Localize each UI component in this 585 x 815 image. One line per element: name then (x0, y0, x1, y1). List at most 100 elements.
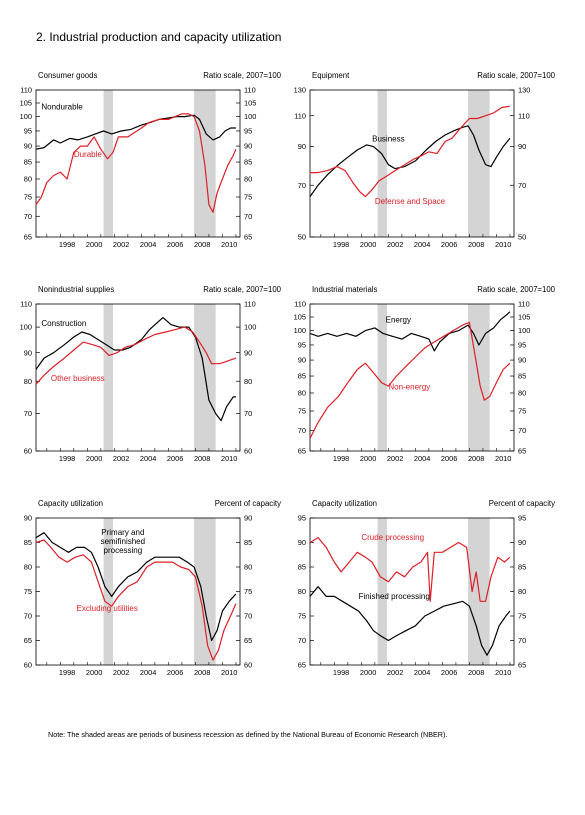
y-tick-label-left: 90 (298, 142, 306, 151)
x-tick-label: 2000 (360, 454, 376, 463)
series-label: Excluding utilities (77, 604, 138, 613)
y-tick-label-left: 85 (298, 372, 306, 381)
x-tick-label: 2002 (387, 454, 403, 463)
y-tick-label-left: 80 (298, 389, 306, 398)
y-tick-label-right: 90 (518, 356, 526, 365)
x-tick-label: 2000 (360, 668, 376, 677)
y-tick-label-right: 70 (518, 636, 526, 645)
series-label: Non-energy (388, 383, 430, 392)
y-tick-label-left: 80 (298, 587, 306, 596)
series-label: Business (372, 135, 404, 144)
y-tick-label-right: 130 (518, 86, 530, 95)
panel-scale-label: Percent of capacity (214, 499, 281, 508)
y-tick-label-left: 80 (24, 563, 32, 572)
y-tick-label-left: 100 (20, 112, 32, 121)
y-tick-label-right: 60 (244, 447, 252, 456)
series-line (309, 537, 511, 602)
y-tick-label-right: 95 (518, 341, 526, 350)
x-tick-label: 1998 (59, 668, 75, 677)
plot-frame (309, 89, 515, 238)
x-tick-label: 2008 (194, 240, 210, 249)
y-tick-label-left: 65 (298, 447, 306, 456)
x-tick-label: 2006 (167, 240, 183, 249)
y-tick-label-right: 70 (244, 409, 252, 418)
y-tick-label-right: 80 (244, 377, 252, 386)
chart-svg: 65 65 70 70 75 75 80 80 85 85 90 90 95 95 100 100 105 105… (294, 300, 531, 463)
series-label: Construction (41, 319, 86, 328)
x-tick-label: 2000 (86, 454, 102, 463)
x-tick-label: 2006 (167, 668, 183, 677)
y-tick-label-left: 65 (24, 233, 32, 242)
y-tick-label-right: 50 (518, 233, 526, 242)
y-tick-label-left: 65 (298, 661, 306, 670)
y-tick-label-left: 100 (294, 326, 306, 335)
x-tick-label: 2000 (86, 668, 102, 677)
x-tick-label: 2004 (414, 454, 430, 463)
plot-frame (35, 89, 241, 238)
y-tick-label-right: 80 (244, 175, 252, 184)
y-tick-label-right: 70 (518, 426, 526, 435)
page-title: 2. Industrial production and capacity ut… (36, 30, 282, 44)
x-tick-label: 2006 (441, 240, 457, 249)
y-tick-label-left: 80 (24, 377, 32, 386)
x-tick-label: 2002 (113, 240, 129, 249)
y-tick-label-left: 95 (298, 514, 306, 523)
plot-frame (309, 303, 515, 452)
x-tick-label: 2004 (414, 668, 430, 677)
recession-band (377, 304, 388, 451)
y-tick-label-left: 110 (294, 111, 306, 120)
recession-band (377, 518, 388, 665)
x-tick-label: 2002 (113, 668, 129, 677)
series-label-line: processing (104, 546, 143, 555)
y-tick-label-right: 75 (244, 587, 252, 596)
y-tick-label-right: 90 (244, 514, 252, 523)
x-tick-label: 2002 (387, 668, 403, 677)
series-line (35, 317, 236, 422)
panel-scale-label: Ratio scale, 2007=100 (477, 71, 555, 80)
panel-scale-label: Ratio scale, 2007=100 (477, 285, 555, 294)
y-tick-label-right: 65 (518, 447, 526, 456)
x-tick-label: 2002 (387, 240, 403, 249)
chart-svg: 50 50 70 70 90 90 110 110 130 130 1998 2000 2002 2004… (294, 86, 531, 249)
x-tick-label: 2008 (194, 668, 210, 677)
chart-panel-capacity-utilization-right: Capacity utilization Percent of capacity… (298, 499, 555, 684)
x-tick-label: 1998 (333, 668, 349, 677)
panel-scale-label: Ratio scale, 2007=100 (203, 285, 281, 294)
y-tick-label-right: 75 (518, 407, 526, 416)
y-tick-label-right: 80 (518, 587, 526, 596)
y-tick-label-right: 65 (518, 661, 526, 670)
y-tick-label-left: 90 (24, 514, 32, 523)
x-tick-label: 2004 (140, 240, 156, 249)
series-label: Primary and semifinished processing (101, 528, 145, 555)
chart-svg: 60 60 70 70 80 80 90 90 100 100 110 110 1998 2000 2002… (20, 300, 257, 463)
y-tick-label-right: 85 (244, 158, 252, 167)
y-tick-label-left: 75 (24, 587, 32, 596)
x-tick-label: 1998 (59, 454, 75, 463)
y-tick-label-left: 75 (24, 193, 32, 202)
series-label: Crude processing (361, 533, 424, 542)
series-line (310, 105, 510, 198)
series-label: Finished processing (359, 592, 430, 601)
y-tick-label-left: 85 (298, 563, 306, 572)
series-line (309, 321, 511, 439)
y-tick-label-right: 110 (518, 111, 530, 120)
y-tick-label-left: 105 (20, 99, 32, 108)
y-tick-label-right: 85 (518, 563, 526, 572)
x-tick-label: 2006 (167, 454, 183, 463)
series-line (35, 113, 237, 213)
x-tick-label: 2000 (360, 240, 376, 249)
y-tick-label-left: 60 (24, 447, 32, 456)
y-tick-label-right: 110 (244, 300, 256, 309)
series-line (309, 311, 511, 352)
series-line (309, 586, 511, 656)
recession-band (103, 304, 114, 451)
y-tick-label-right: 90 (518, 538, 526, 547)
y-tick-label-right: 95 (244, 127, 252, 136)
y-tick-label-right: 60 (244, 661, 252, 670)
x-tick-label: 2004 (140, 668, 156, 677)
y-tick-label-right: 95 (518, 514, 526, 523)
x-tick-label: 2008 (194, 454, 210, 463)
panel-title: Consumer goods (38, 71, 98, 80)
y-tick-label-right: 90 (244, 142, 252, 151)
panel-title: Capacity utilization (38, 499, 104, 508)
